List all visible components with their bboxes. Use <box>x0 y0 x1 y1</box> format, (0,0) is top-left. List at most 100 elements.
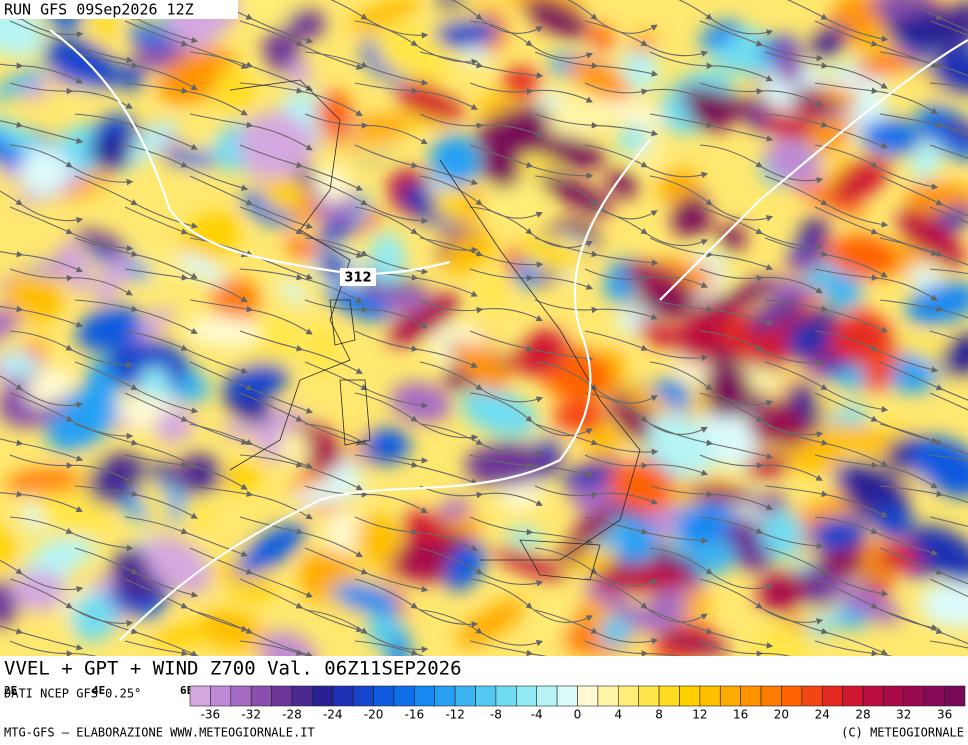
colorbar-cell <box>454 685 476 707</box>
streamline <box>699 144 824 184</box>
vvel-blob <box>90 131 132 171</box>
streamline <box>699 82 823 107</box>
streamline <box>74 609 199 656</box>
streamline <box>764 361 889 413</box>
colorbar-cell <box>332 685 354 707</box>
streamline <box>239 578 364 633</box>
streamline <box>354 144 479 186</box>
streamline <box>304 299 428 329</box>
streamline <box>124 454 248 490</box>
colorbar-tick-label: -20 <box>364 708 384 722</box>
streamline <box>584 144 709 179</box>
streamline <box>814 578 939 631</box>
streamline <box>814 330 939 373</box>
streamline <box>649 485 774 510</box>
vvel-blob <box>287 59 312 88</box>
title-bg <box>0 0 238 19</box>
contour-label: 312 <box>344 271 371 286</box>
streamline <box>534 609 659 645</box>
colorbar-cell <box>352 685 374 707</box>
streamline <box>239 20 364 70</box>
streamline <box>9 330 134 369</box>
streamline <box>74 51 198 91</box>
colorbar-tick-label: -8 <box>490 708 502 722</box>
contour-line <box>119 139 651 641</box>
streamline <box>534 299 659 320</box>
streamline <box>879 547 968 599</box>
streamline <box>787 0 889 42</box>
streamline <box>124 144 249 191</box>
streamline <box>239 454 363 491</box>
colorbar-cell <box>699 685 721 707</box>
footer-left: MTG-GFS — ELABORAZIONE WWW.METEOGIORNALE… <box>4 726 315 740</box>
streamline <box>239 516 363 558</box>
streamline <box>239 144 363 191</box>
streamline <box>74 547 199 598</box>
vvel-blob <box>0 525 16 572</box>
streamline <box>814 144 939 190</box>
streamline <box>649 547 774 591</box>
streamline <box>189 361 314 414</box>
streamline <box>354 206 479 254</box>
vvel-blob <box>444 541 486 592</box>
streamline <box>0 250 84 273</box>
streamline <box>764 113 889 149</box>
vvel-blob <box>493 548 568 581</box>
streamline <box>649 361 774 407</box>
streamline <box>814 20 939 68</box>
colorbar-cell <box>760 685 782 707</box>
streamline <box>929 268 968 275</box>
lon-label: 4E <box>92 684 105 697</box>
colorbar-cell <box>189 685 211 707</box>
colorbar-tick-label: -24 <box>323 708 343 722</box>
island <box>519 539 601 581</box>
streamline <box>764 423 888 467</box>
colorbar-cell <box>801 685 823 707</box>
streamline <box>584 206 709 247</box>
streamline <box>189 423 314 469</box>
streamline <box>699 268 823 294</box>
streamline <box>74 237 198 279</box>
colorbar-cell <box>230 685 252 707</box>
streamline <box>9 144 134 186</box>
streamline <box>879 609 968 656</box>
streamline <box>469 330 594 362</box>
vvel-blob <box>636 319 685 350</box>
streamline <box>9 454 133 484</box>
streamline <box>239 268 363 303</box>
vvel-blob <box>91 120 121 140</box>
streamline <box>764 237 888 278</box>
streamline <box>584 640 709 656</box>
streamline <box>9 206 134 252</box>
colorbar-cell <box>842 685 864 707</box>
vvel-blob <box>481 144 522 189</box>
streamline <box>304 547 429 593</box>
streamline <box>879 361 968 415</box>
streamline <box>189 609 314 656</box>
colorbar-cell <box>434 685 456 707</box>
streamline <box>699 206 824 250</box>
streamline <box>239 206 364 259</box>
streamline <box>304 485 428 514</box>
streamline <box>189 175 314 230</box>
streamline <box>929 206 968 224</box>
streamline <box>649 175 774 222</box>
colorbar-cell <box>210 685 232 707</box>
colorbar-tick-label: -16 <box>405 708 425 722</box>
streamline <box>354 454 479 485</box>
vvel-blob <box>658 630 730 656</box>
streamline <box>354 578 479 628</box>
streamline <box>534 175 658 220</box>
streamline <box>304 175 429 225</box>
streamline <box>469 82 593 103</box>
colorbar-cell <box>250 685 272 707</box>
colorbar-cell <box>271 685 293 707</box>
streamline <box>0 559 84 593</box>
streamline <box>584 516 709 544</box>
streamline <box>584 82 708 102</box>
streamline <box>189 299 313 335</box>
vvel-blob <box>823 270 862 311</box>
streamline <box>764 51 888 89</box>
streamline <box>929 392 968 411</box>
